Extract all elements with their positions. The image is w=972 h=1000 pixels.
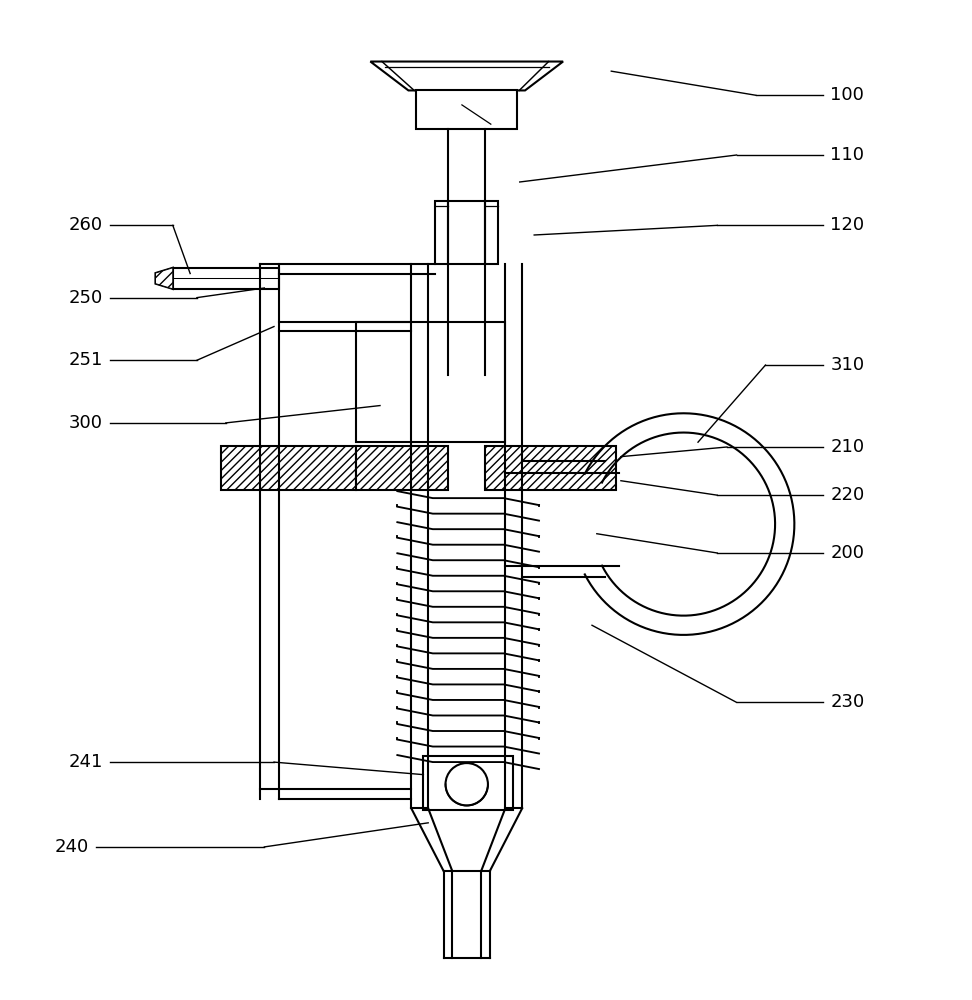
- Bar: [416, 90, 517, 129]
- Bar: [356, 446, 448, 490]
- Text: 230: 230: [830, 693, 864, 711]
- Bar: [173, 268, 279, 289]
- Text: 240: 240: [54, 838, 88, 856]
- Text: 110: 110: [830, 146, 864, 164]
- Bar: [485, 446, 616, 490]
- Text: 100: 100: [830, 86, 864, 104]
- Polygon shape: [156, 268, 173, 289]
- Text: 210: 210: [830, 438, 864, 456]
- Text: 241: 241: [69, 753, 103, 771]
- Bar: [424, 756, 513, 810]
- Bar: [435, 201, 498, 264]
- Text: 250: 250: [69, 289, 103, 307]
- Bar: [221, 446, 356, 490]
- Text: 251: 251: [69, 351, 103, 369]
- Text: 300: 300: [69, 414, 103, 432]
- Polygon shape: [370, 62, 563, 90]
- Text: 310: 310: [830, 356, 864, 374]
- Text: 200: 200: [830, 544, 864, 562]
- Text: 260: 260: [69, 216, 103, 234]
- Polygon shape: [156, 268, 173, 289]
- Text: 120: 120: [830, 216, 864, 234]
- Text: 220: 220: [830, 486, 864, 504]
- Bar: [356, 322, 505, 442]
